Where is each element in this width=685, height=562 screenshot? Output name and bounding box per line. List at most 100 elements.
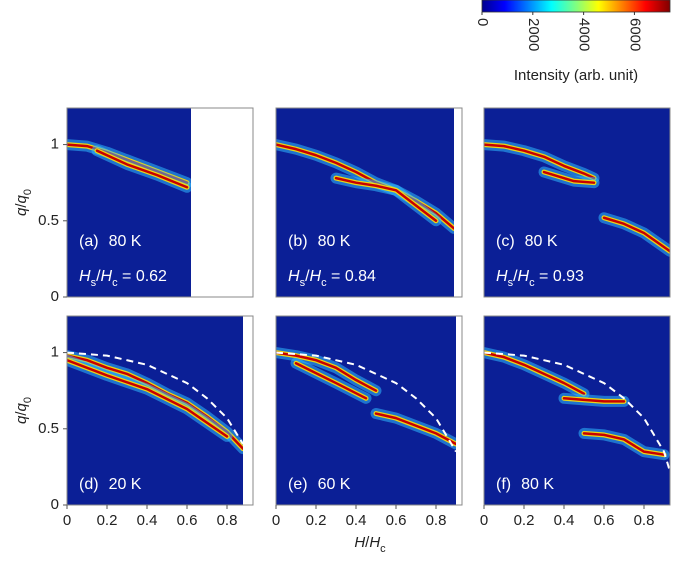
label-part: q <box>13 194 30 203</box>
panel <box>276 108 462 297</box>
x-tick-label: 0.2 <box>97 512 118 529</box>
unmeasured-region <box>454 108 462 297</box>
label-part: / <box>365 534 370 551</box>
colorbar-tick-label: 6000 <box>626 18 643 51</box>
label-part: 0 <box>22 397 34 403</box>
colorbar-label: Intensity (arb. unit) <box>514 67 638 84</box>
panel <box>67 316 253 505</box>
panel-letter: (f) <box>496 476 511 493</box>
label-part: / <box>305 268 310 285</box>
x-tick-label: 0.8 <box>634 512 655 529</box>
label-part: H <box>288 268 300 285</box>
label-part: c <box>112 277 118 289</box>
panel-label: (d) 20 K <box>79 476 142 493</box>
x-tick-label: 0.2 <box>306 512 327 529</box>
panel-label: (f) 80 K <box>496 476 554 493</box>
ridge <box>334 176 438 223</box>
frame <box>275 107 463 298</box>
frame <box>483 107 671 298</box>
label-part: c <box>321 277 327 289</box>
x-tick-label: 0.4 <box>554 512 575 529</box>
colorbar-tick-label: 4000 <box>576 18 593 51</box>
panel-label: (c) 80 K <box>496 233 558 250</box>
panel-temperature: 80 K <box>109 233 142 250</box>
panel <box>67 108 253 297</box>
frame <box>66 315 254 506</box>
label-part: 0 <box>22 189 34 195</box>
label-part: = <box>535 268 553 285</box>
panel-temperature: 80 K <box>525 233 558 250</box>
x-tick-label: 0 <box>63 512 71 529</box>
heatmap-background <box>484 108 670 297</box>
y-tick-label: 0.5 <box>38 212 59 229</box>
label-part: H <box>354 534 365 551</box>
x-tick-label: 0.6 <box>594 512 615 529</box>
dashed-curve <box>276 351 457 453</box>
ridge <box>582 432 666 456</box>
label-part: H <box>369 534 380 551</box>
ridge <box>484 143 596 180</box>
panel-label: (b) 80 K <box>288 233 351 250</box>
label-part: / <box>13 203 30 208</box>
ridge <box>276 351 378 392</box>
x-tick-label: 0.8 <box>426 512 447 529</box>
dashed-curve <box>484 351 670 472</box>
ratio-annotation: Hs/Hc = 0.62 <box>79 268 167 289</box>
heatmap-background <box>276 316 462 505</box>
ratio-annotation: Hs/Hc = 0.84 <box>288 268 376 289</box>
ridge <box>67 358 229 438</box>
panel-temperature: 80 K <box>521 476 554 493</box>
y-tick-label: 0 <box>51 496 59 513</box>
label-part: q <box>13 402 30 411</box>
ridge <box>95 149 189 189</box>
colorbar-tick-label: 2000 <box>525 18 542 51</box>
heatmap-background <box>276 108 462 297</box>
panel-label: (a) 80 K <box>79 233 142 250</box>
panel-letter: (c) <box>496 233 515 250</box>
x-tick-label: 0.4 <box>346 512 367 529</box>
ridge <box>294 362 368 400</box>
ratio-value: 0.62 <box>136 268 167 285</box>
y-tick-label: 0 <box>51 288 59 305</box>
ratio-annotation: Hs/Hc = 0.93 <box>496 268 584 289</box>
label-part: s <box>508 277 514 289</box>
dashed-curve <box>67 351 244 445</box>
colorbar <box>481 0 671 13</box>
label-part: H <box>79 268 91 285</box>
frame <box>66 107 254 298</box>
ridge <box>484 351 586 395</box>
label-part: H <box>310 268 322 285</box>
y-axis-label: q/q0 <box>13 189 34 216</box>
panel <box>484 108 670 297</box>
x-tick-label: 0.8 <box>217 512 238 529</box>
x-tick-label: 0.4 <box>137 512 158 529</box>
label-part: c <box>380 543 386 555</box>
label-part: H <box>101 268 113 285</box>
y-tick-label: 1 <box>51 136 59 153</box>
label-part: H <box>518 268 530 285</box>
panel <box>276 316 462 505</box>
heatmap-background <box>484 316 670 505</box>
unmeasured-region <box>243 316 253 505</box>
label-part: s <box>300 277 306 289</box>
panel-temperature: 80 K <box>318 233 351 250</box>
colorbar-tick-label: 0 <box>474 18 491 26</box>
panel-temperature: 20 K <box>109 476 142 493</box>
ridge <box>562 397 626 403</box>
panel-temperature: 60 K <box>318 476 351 493</box>
panel-letter: (d) <box>79 476 99 493</box>
x-tick-label: 0.2 <box>514 512 535 529</box>
label-part: q <box>13 415 30 424</box>
label-part: s <box>91 277 97 289</box>
unmeasured-region <box>456 316 462 505</box>
unmeasured-region <box>191 108 253 297</box>
ridge <box>374 412 458 446</box>
y-axis-label: q/q0 <box>13 397 34 424</box>
ratio-value: 0.93 <box>553 268 584 285</box>
ratio-value: 0.84 <box>345 268 376 285</box>
label-part: c <box>529 277 535 289</box>
x-tick-label: 0.6 <box>177 512 198 529</box>
x-tick-label: 0 <box>480 512 488 529</box>
ridge <box>542 170 596 184</box>
